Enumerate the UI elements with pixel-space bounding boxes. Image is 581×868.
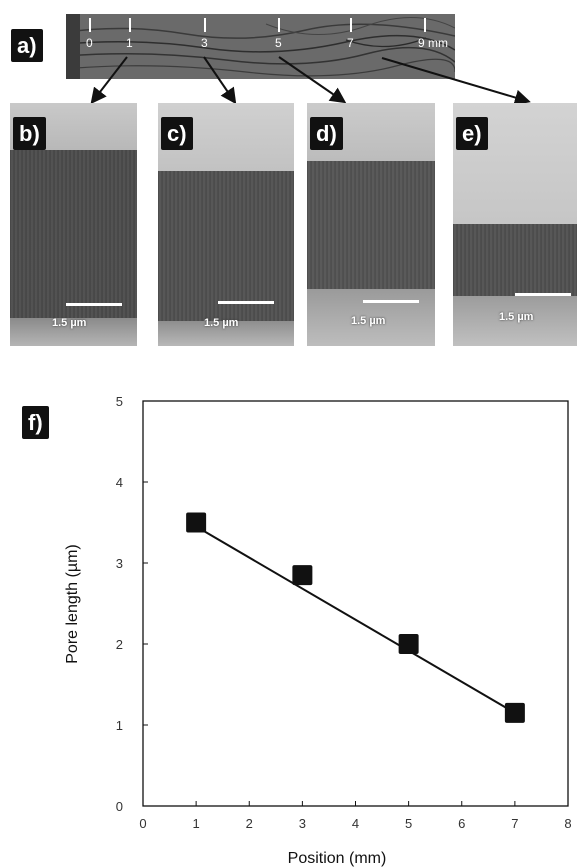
sem-image-b: b) 1.5 µm (10, 103, 137, 346)
arrow-to-e (381, 57, 531, 106)
x-tick-label: 5 (405, 816, 412, 831)
panel-label-d: d) (310, 117, 343, 150)
strip-label: 9 mm (418, 36, 448, 50)
panel-label-b: b) (13, 117, 46, 150)
strip-label: 5 (275, 36, 282, 50)
y-axis-label: Pore length (µm) (64, 544, 81, 663)
arrow-to-b (90, 56, 128, 105)
fit-line (195, 525, 516, 714)
scale-bar-label: 1.5 µm (52, 317, 87, 329)
y-tick-label: 2 (116, 637, 123, 652)
strip-label: 3 (201, 36, 208, 50)
y-tick-label: 4 (116, 475, 123, 490)
x-tick-label: 7 (511, 816, 518, 831)
scale-bar (66, 303, 122, 306)
strip-tick (129, 18, 131, 32)
x-tick-label: 8 (564, 816, 571, 831)
strip-label: 1 (126, 36, 133, 50)
x-tick-label: 3 (299, 816, 306, 831)
x-tick-label: 2 (246, 816, 253, 831)
scale-bar-label: 1.5 µm (351, 315, 386, 327)
strip-label: 0 (86, 36, 93, 50)
data-point-marker (292, 565, 313, 586)
data-point-marker (186, 512, 207, 533)
sample-strip-image: 0 1 3 5 7 9 mm (66, 14, 455, 79)
scale-bar (218, 301, 274, 304)
x-tick-label: 4 (352, 816, 359, 831)
connector-arrows (90, 56, 531, 106)
panel-label-a: a) (11, 29, 43, 62)
y-tick-label: 5 (116, 394, 123, 409)
data-point-marker (504, 702, 525, 723)
sem-image-e: e) 1.5 µm (453, 103, 577, 346)
strip-tick (204, 18, 206, 32)
panel-label-e: e) (456, 117, 488, 150)
scale-bar (515, 293, 571, 296)
arrow-to-d (278, 56, 347, 104)
scale-bar-label: 1.5 µm (204, 317, 239, 329)
x-tick-label: 0 (139, 816, 146, 831)
plot-frame (142, 400, 569, 807)
sem-image-c: c) 1.5 µm (158, 103, 294, 346)
strip-tick (278, 18, 280, 32)
x-tick-label: 1 (193, 816, 200, 831)
y-tick-label: 1 (116, 718, 123, 733)
sem-image-d: d) 1.5 µm (307, 103, 435, 346)
strip-tick (424, 18, 426, 32)
strip-texture (66, 14, 455, 79)
arrow-to-c (203, 56, 237, 105)
strip-tick (350, 18, 352, 32)
y-tick-label: 0 (116, 799, 123, 814)
strip-label: 7 (347, 36, 354, 50)
scale-bar (363, 300, 419, 303)
x-tick-label: 6 (458, 816, 465, 831)
scale-bar-label: 1.5 µm (499, 311, 534, 323)
x-axis-label: Position (mm) (288, 850, 387, 867)
panel-label-f: f) (22, 406, 49, 439)
strip-tick (89, 18, 91, 32)
panel-label-c: c) (161, 117, 193, 150)
data-point-marker (398, 634, 419, 654)
y-tick-label: 3 (116, 556, 123, 571)
